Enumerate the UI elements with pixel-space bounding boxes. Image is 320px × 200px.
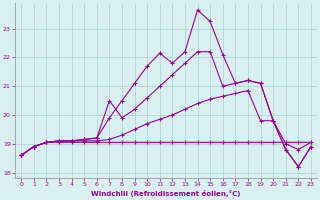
- X-axis label: Windchill (Refroidissement éolien,°C): Windchill (Refroidissement éolien,°C): [92, 190, 241, 197]
